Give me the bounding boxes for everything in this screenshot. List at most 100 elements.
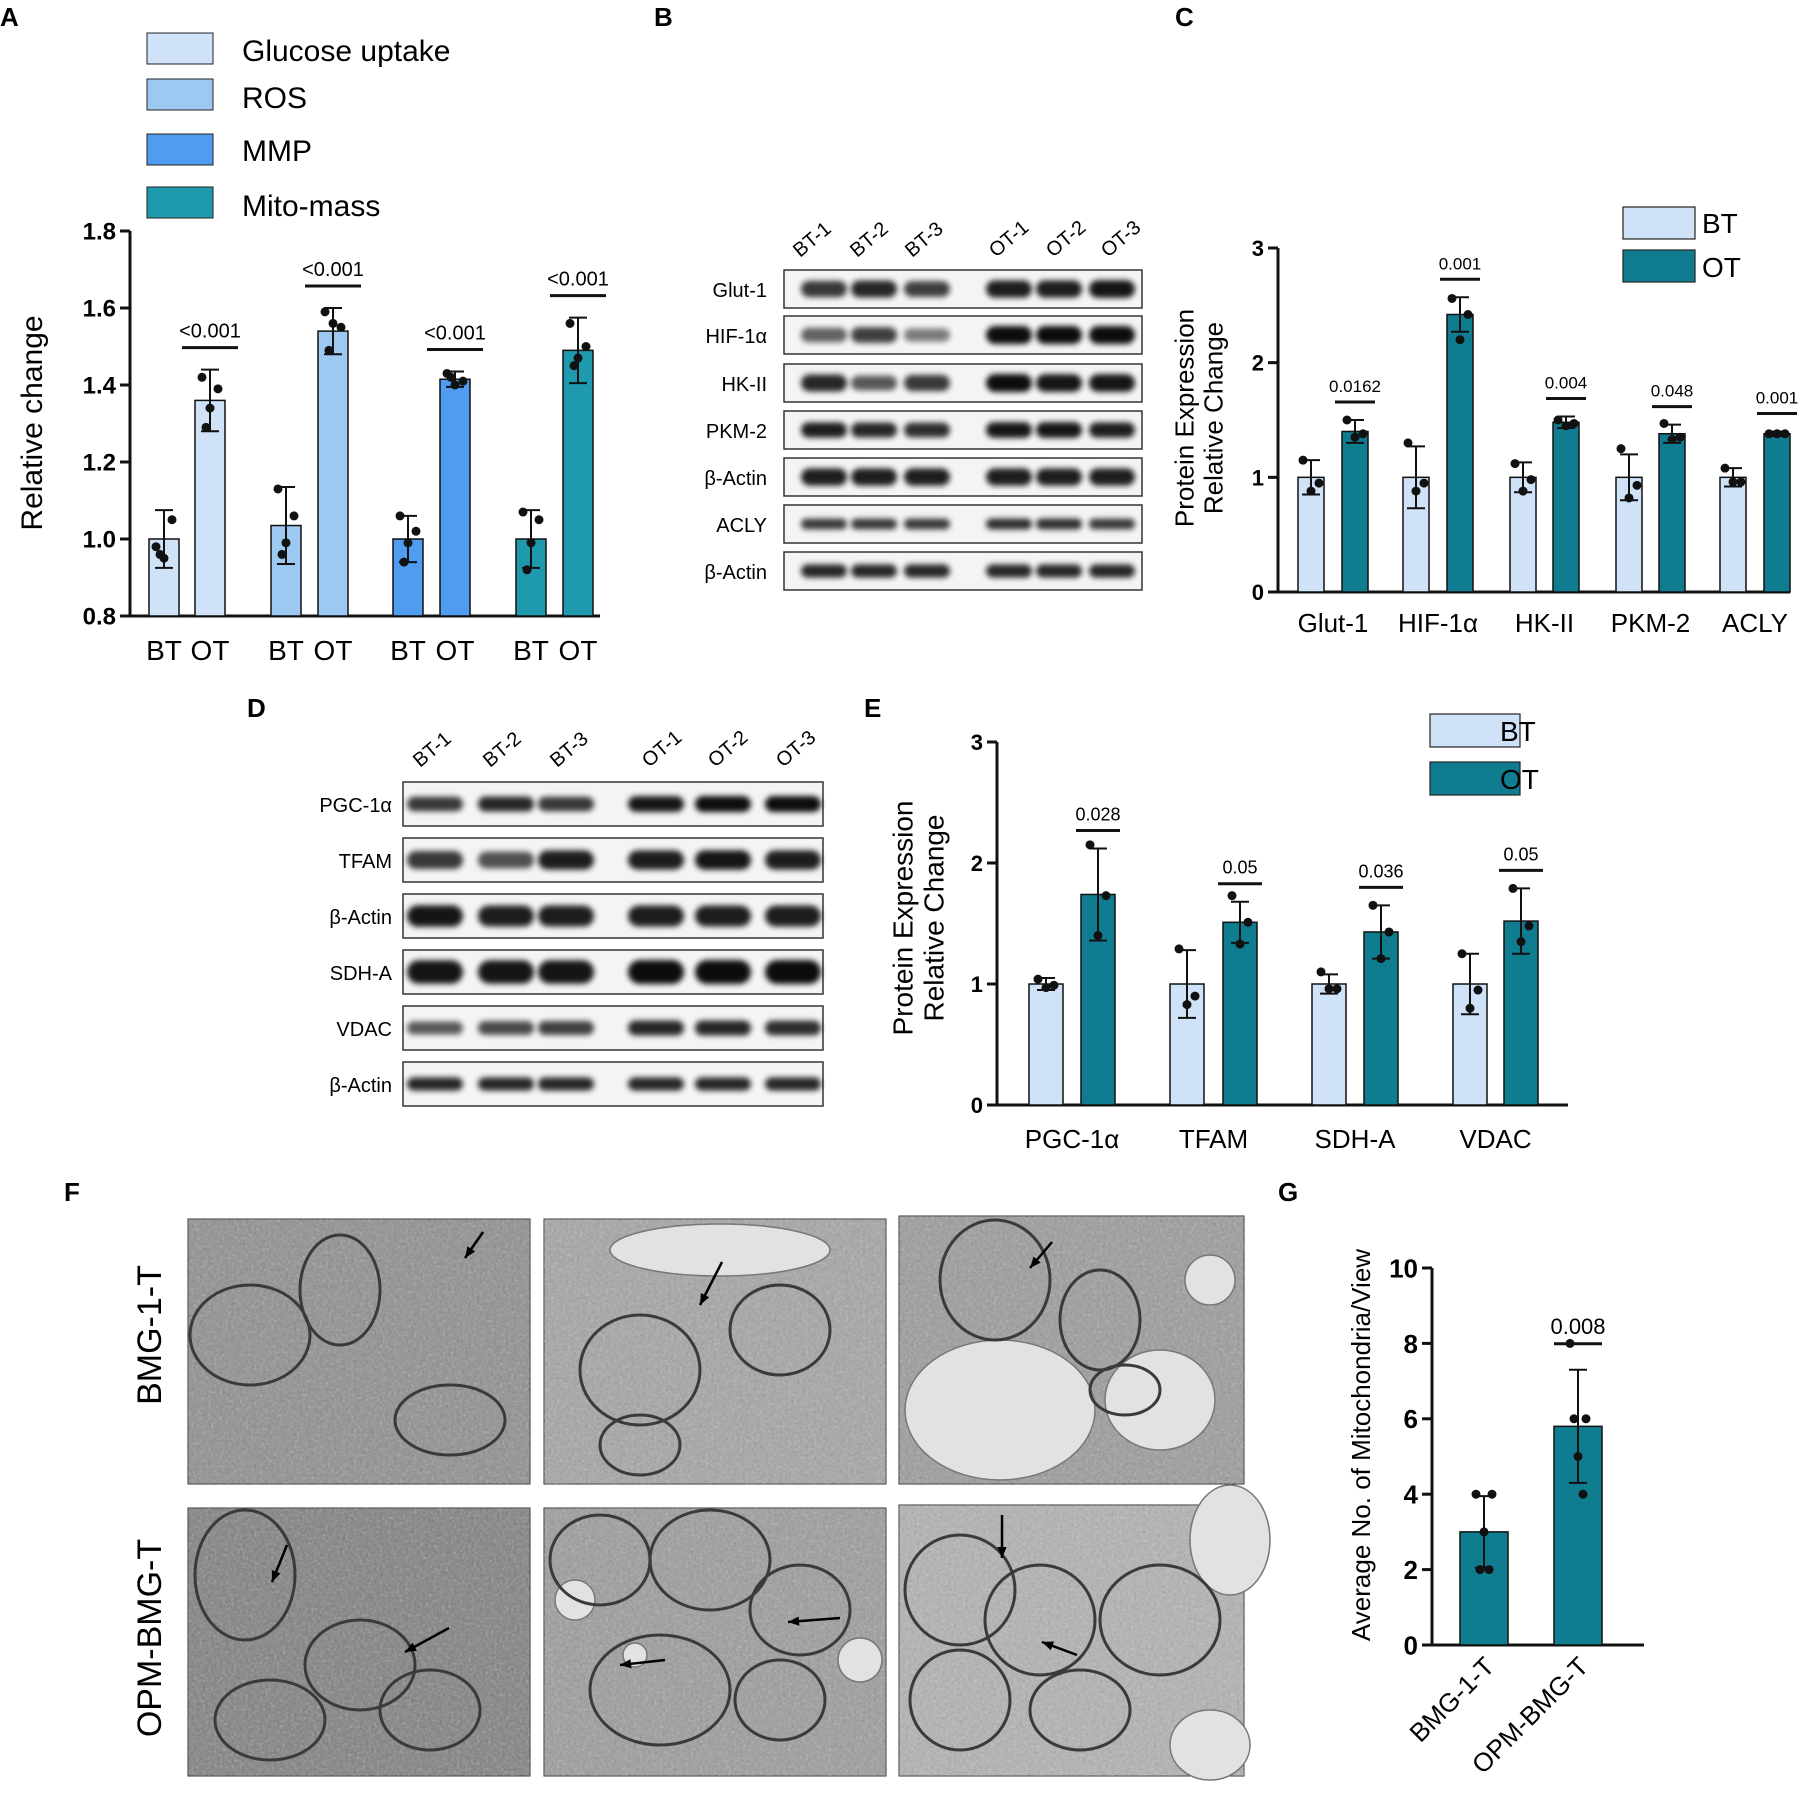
x-tick-label: VDAC bbox=[1459, 1124, 1531, 1154]
blot-band bbox=[1089, 326, 1135, 344]
em-vacuole bbox=[1184, 1254, 1236, 1306]
lane-label: OT-1 bbox=[985, 216, 1033, 261]
data-point bbox=[573, 353, 583, 363]
blot-band bbox=[628, 1020, 684, 1036]
x-tick-label: Glut-1 bbox=[1298, 608, 1369, 638]
blot-band bbox=[765, 1077, 821, 1091]
bar bbox=[1222, 921, 1258, 1106]
blot-band bbox=[407, 1021, 463, 1035]
data-point bbox=[1049, 980, 1059, 990]
data-point bbox=[395, 511, 405, 521]
blot-band bbox=[801, 518, 847, 530]
legend-label-ros: ROS bbox=[242, 82, 307, 115]
y-tick-label: 0 bbox=[1252, 580, 1264, 605]
p-value-label: <0.001 bbox=[547, 269, 609, 291]
data-point bbox=[1764, 429, 1774, 439]
data-point bbox=[1675, 432, 1685, 442]
data-point bbox=[1573, 1452, 1583, 1461]
p-value-label: 0.001 bbox=[1756, 388, 1799, 407]
data-point bbox=[277, 549, 287, 559]
blot-row-label: VDAC bbox=[336, 1019, 392, 1041]
data-point bbox=[1419, 478, 1429, 488]
em-mitochondrion bbox=[188, 1283, 312, 1387]
panel-label-d: D bbox=[247, 693, 266, 723]
data-point bbox=[399, 557, 409, 567]
blot-band bbox=[1089, 564, 1135, 578]
bar bbox=[317, 330, 349, 617]
blot-band bbox=[478, 1077, 534, 1091]
y-tick-label: 3 bbox=[1252, 236, 1264, 261]
blot-band bbox=[851, 327, 897, 343]
legend-swatch-ot bbox=[1622, 249, 1696, 283]
blot-band bbox=[801, 327, 847, 343]
blot-band bbox=[765, 796, 821, 812]
blot-band bbox=[628, 960, 684, 984]
row-label-opm: OPM-BMG-T bbox=[131, 1539, 169, 1737]
bar bbox=[1341, 430, 1369, 593]
blot-band bbox=[407, 796, 463, 812]
blot-band bbox=[478, 905, 534, 927]
data-point bbox=[1342, 415, 1352, 425]
data-point bbox=[1518, 486, 1528, 496]
blot-band bbox=[478, 796, 534, 812]
blot-band bbox=[1036, 468, 1082, 486]
blot-band bbox=[986, 468, 1032, 486]
western-blot-panel-d: BT-1 BT-2 BT-3 OT-1 OT-2 OT-3 PGC-1α TFAM β-Acti… bbox=[319, 726, 824, 1107]
bar bbox=[439, 378, 471, 617]
data-point bbox=[1358, 429, 1368, 439]
blot-band bbox=[695, 1020, 751, 1036]
data-point bbox=[1324, 984, 1334, 994]
p-value-label: 0.0162 bbox=[1329, 377, 1381, 396]
blot-row-label: TFAM bbox=[339, 851, 392, 873]
x-tick-label: HK-II bbox=[1515, 608, 1574, 638]
data-point bbox=[1487, 1489, 1497, 1499]
legend-swatch-bt bbox=[1429, 713, 1521, 748]
em-arrow-head bbox=[700, 1293, 710, 1305]
data-point bbox=[1174, 944, 1184, 954]
x-tick-label: HIF-1α bbox=[1398, 608, 1478, 638]
panel-label-g: G bbox=[1278, 1177, 1298, 1207]
data-point bbox=[1728, 477, 1738, 487]
x-tick-label: OT bbox=[436, 635, 475, 666]
data-point bbox=[336, 322, 346, 332]
em-texture bbox=[188, 1219, 530, 1484]
blot-band bbox=[538, 905, 594, 927]
legend-label-ot: OT bbox=[1702, 252, 1741, 283]
blot-band bbox=[904, 328, 950, 342]
p-value-label: 0.05 bbox=[1222, 858, 1257, 878]
data-point bbox=[1659, 418, 1669, 428]
blot-band bbox=[986, 326, 1032, 344]
blot-band bbox=[851, 468, 897, 486]
em-mitochondrion bbox=[193, 1508, 297, 1642]
data-point bbox=[1569, 418, 1579, 428]
blot-row-label: β-Actin bbox=[329, 1075, 392, 1097]
em-mitochondrion bbox=[908, 1648, 1012, 1752]
panel-label-a: A bbox=[0, 2, 19, 32]
blot-strip bbox=[402, 837, 824, 883]
data-point bbox=[1447, 293, 1457, 303]
data-point bbox=[1465, 1003, 1475, 1013]
bar bbox=[1028, 983, 1064, 1106]
data-point bbox=[526, 538, 536, 548]
data-point bbox=[1190, 991, 1200, 1001]
x-tick-label: PKM-2 bbox=[1611, 608, 1690, 638]
em-mitochondrion bbox=[748, 1563, 852, 1657]
legend-swatch-ot bbox=[1429, 761, 1521, 796]
blot-band bbox=[765, 850, 821, 870]
p-value-label: 0.048 bbox=[1651, 382, 1694, 401]
x-tick-label: BT bbox=[513, 635, 549, 666]
p-value-label: 0.004 bbox=[1545, 374, 1588, 393]
data-point bbox=[1316, 967, 1326, 977]
y-axis-title: Protein ExpressionRelative Change bbox=[888, 800, 950, 1035]
y-tick-label: 3 bbox=[971, 730, 983, 755]
legend-swatch-ros bbox=[146, 78, 214, 111]
data-point bbox=[1473, 985, 1483, 995]
data-point bbox=[1041, 983, 1051, 993]
data-point bbox=[289, 511, 299, 521]
em-mitochondrion bbox=[1058, 1268, 1142, 1372]
data-point bbox=[1772, 429, 1782, 439]
data-point bbox=[213, 384, 223, 394]
blot-band bbox=[986, 374, 1032, 392]
blot-strip bbox=[402, 893, 824, 939]
